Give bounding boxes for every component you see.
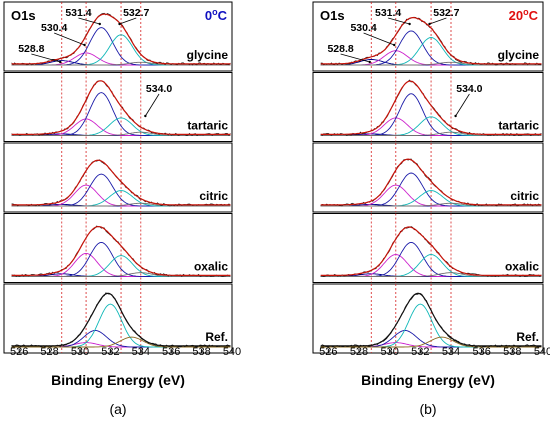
panel-b: glycine tartaric citric oxalic Ref. O1s 20oC 52… (312, 1, 550, 417)
peak-annotation: 531.4 (375, 7, 401, 19)
annotation-arrowhead (98, 22, 101, 26)
stack-label: oxalic (194, 260, 228, 274)
annotation-arrowhead (83, 43, 86, 47)
annotation-arrow (340, 53, 370, 63)
peak-annotation: 528.8 (18, 43, 44, 55)
temperature-label: 0oC (205, 7, 228, 23)
temperature-label: 20oC (509, 7, 539, 23)
x-tick-label: 540 (534, 346, 550, 358)
x-tick-label: 528 (40, 346, 58, 358)
stack-frame-glycine (312, 1, 544, 72)
annotation-arrow (145, 93, 160, 117)
envelope-fit (320, 80, 542, 135)
annotation-arrow (78, 17, 100, 25)
element-label: O1s (320, 8, 345, 23)
x-tick-label: 526 (10, 346, 28, 358)
component-peak (11, 202, 231, 207)
stack-frame-oxalic (312, 213, 544, 283)
component-peak (11, 131, 231, 136)
envelope-fit (11, 159, 231, 206)
stack-label: oxalic (505, 260, 539, 274)
component-peak (320, 336, 542, 348)
component-peak (11, 272, 231, 277)
x-axis-label: Binding Energy (eV) (51, 372, 185, 388)
stack-frame-tartaric (3, 72, 233, 142)
panel-caption: (b) (419, 401, 436, 417)
x-tick-label: 528 (350, 346, 368, 358)
annotation-arrowhead (118, 22, 121, 26)
envelope-fit (320, 292, 542, 347)
annotation-arrow (455, 93, 470, 117)
annotation-arrowhead (408, 22, 411, 26)
x-tick-label: 538 (192, 346, 210, 358)
stack-label: glycine (187, 48, 229, 62)
stack-frame-citric (312, 142, 544, 213)
x-tick-label: 532 (411, 346, 429, 358)
peak-annotation: 532.7 (123, 7, 149, 19)
annotation-arrowhead (454, 114, 457, 118)
envelope-fit (11, 225, 231, 276)
panel-caption: (a) (109, 401, 126, 417)
component-peak (320, 202, 542, 207)
panel-a: glycine tartaric citric oxalic Ref. O1s 0oC 528… (3, 1, 241, 417)
element-label: O1s (11, 8, 36, 23)
envelope-fit (320, 17, 542, 65)
envelope-fit (320, 158, 542, 206)
component-peak (11, 336, 231, 348)
annotation-arrow (388, 17, 410, 25)
component-peak (320, 272, 542, 277)
peak-annotation: 534.0 (146, 83, 172, 95)
x-tick-label: 530 (380, 346, 398, 358)
x-tick-label: 534 (442, 346, 460, 358)
stack-label: Ref. (516, 330, 539, 344)
annotation-arrowhead (59, 60, 62, 64)
stack-frame-tartaric (312, 72, 544, 142)
stack-label: glycine (498, 48, 540, 62)
x-tick-label: 534 (132, 346, 150, 358)
annotation-arrowhead (393, 43, 396, 47)
stack-frame-Ref (3, 283, 233, 354)
peak-annotation: 532.7 (433, 7, 459, 19)
stack-label: citric (510, 189, 539, 203)
peak-annotation: 531.4 (65, 7, 91, 19)
annotation-arrow (31, 53, 61, 63)
peak-annotation: 530.4 (350, 22, 376, 34)
x-tick-label: 540 (223, 346, 241, 358)
peak-annotation: 528.8 (327, 43, 353, 55)
envelope-fit (11, 13, 231, 65)
x-axis-label: Binding Energy (eV) (361, 372, 495, 388)
x-tick-label: 532 (101, 346, 119, 358)
annotation-arrow (429, 17, 447, 25)
stack-label: citric (199, 189, 228, 203)
x-tick-label: 538 (503, 346, 521, 358)
stack-label: tartaric (498, 119, 539, 133)
x-tick-label: 536 (162, 346, 180, 358)
x-tick-label: 536 (472, 346, 490, 358)
x-tick-label: 526 (319, 346, 337, 358)
annotation-arrowhead (144, 114, 147, 118)
stack-frame-oxalic (3, 213, 233, 283)
peak-annotation: 534.0 (456, 83, 482, 95)
x-tick-label: 530 (71, 346, 89, 358)
component-peak (11, 173, 231, 207)
envelope-fit (11, 292, 231, 347)
envelope-fit (11, 80, 231, 135)
stack-label: tartaric (187, 119, 228, 133)
annotation-arrowhead (368, 60, 371, 64)
envelope-fit (320, 226, 542, 276)
annotation-arrow (54, 32, 85, 46)
annotation-arrow (119, 17, 137, 25)
stack-label: Ref. (205, 330, 228, 344)
stack-frame-glycine (3, 1, 233, 72)
stack-frame-citric (3, 142, 233, 213)
component-peak (320, 61, 542, 66)
component-peak (11, 61, 231, 66)
peak-annotation: 530.4 (41, 22, 67, 34)
annotation-arrowhead (428, 22, 431, 26)
stack-frame-Ref (312, 283, 544, 354)
component-peak (320, 172, 542, 207)
annotation-arrow (363, 32, 395, 46)
